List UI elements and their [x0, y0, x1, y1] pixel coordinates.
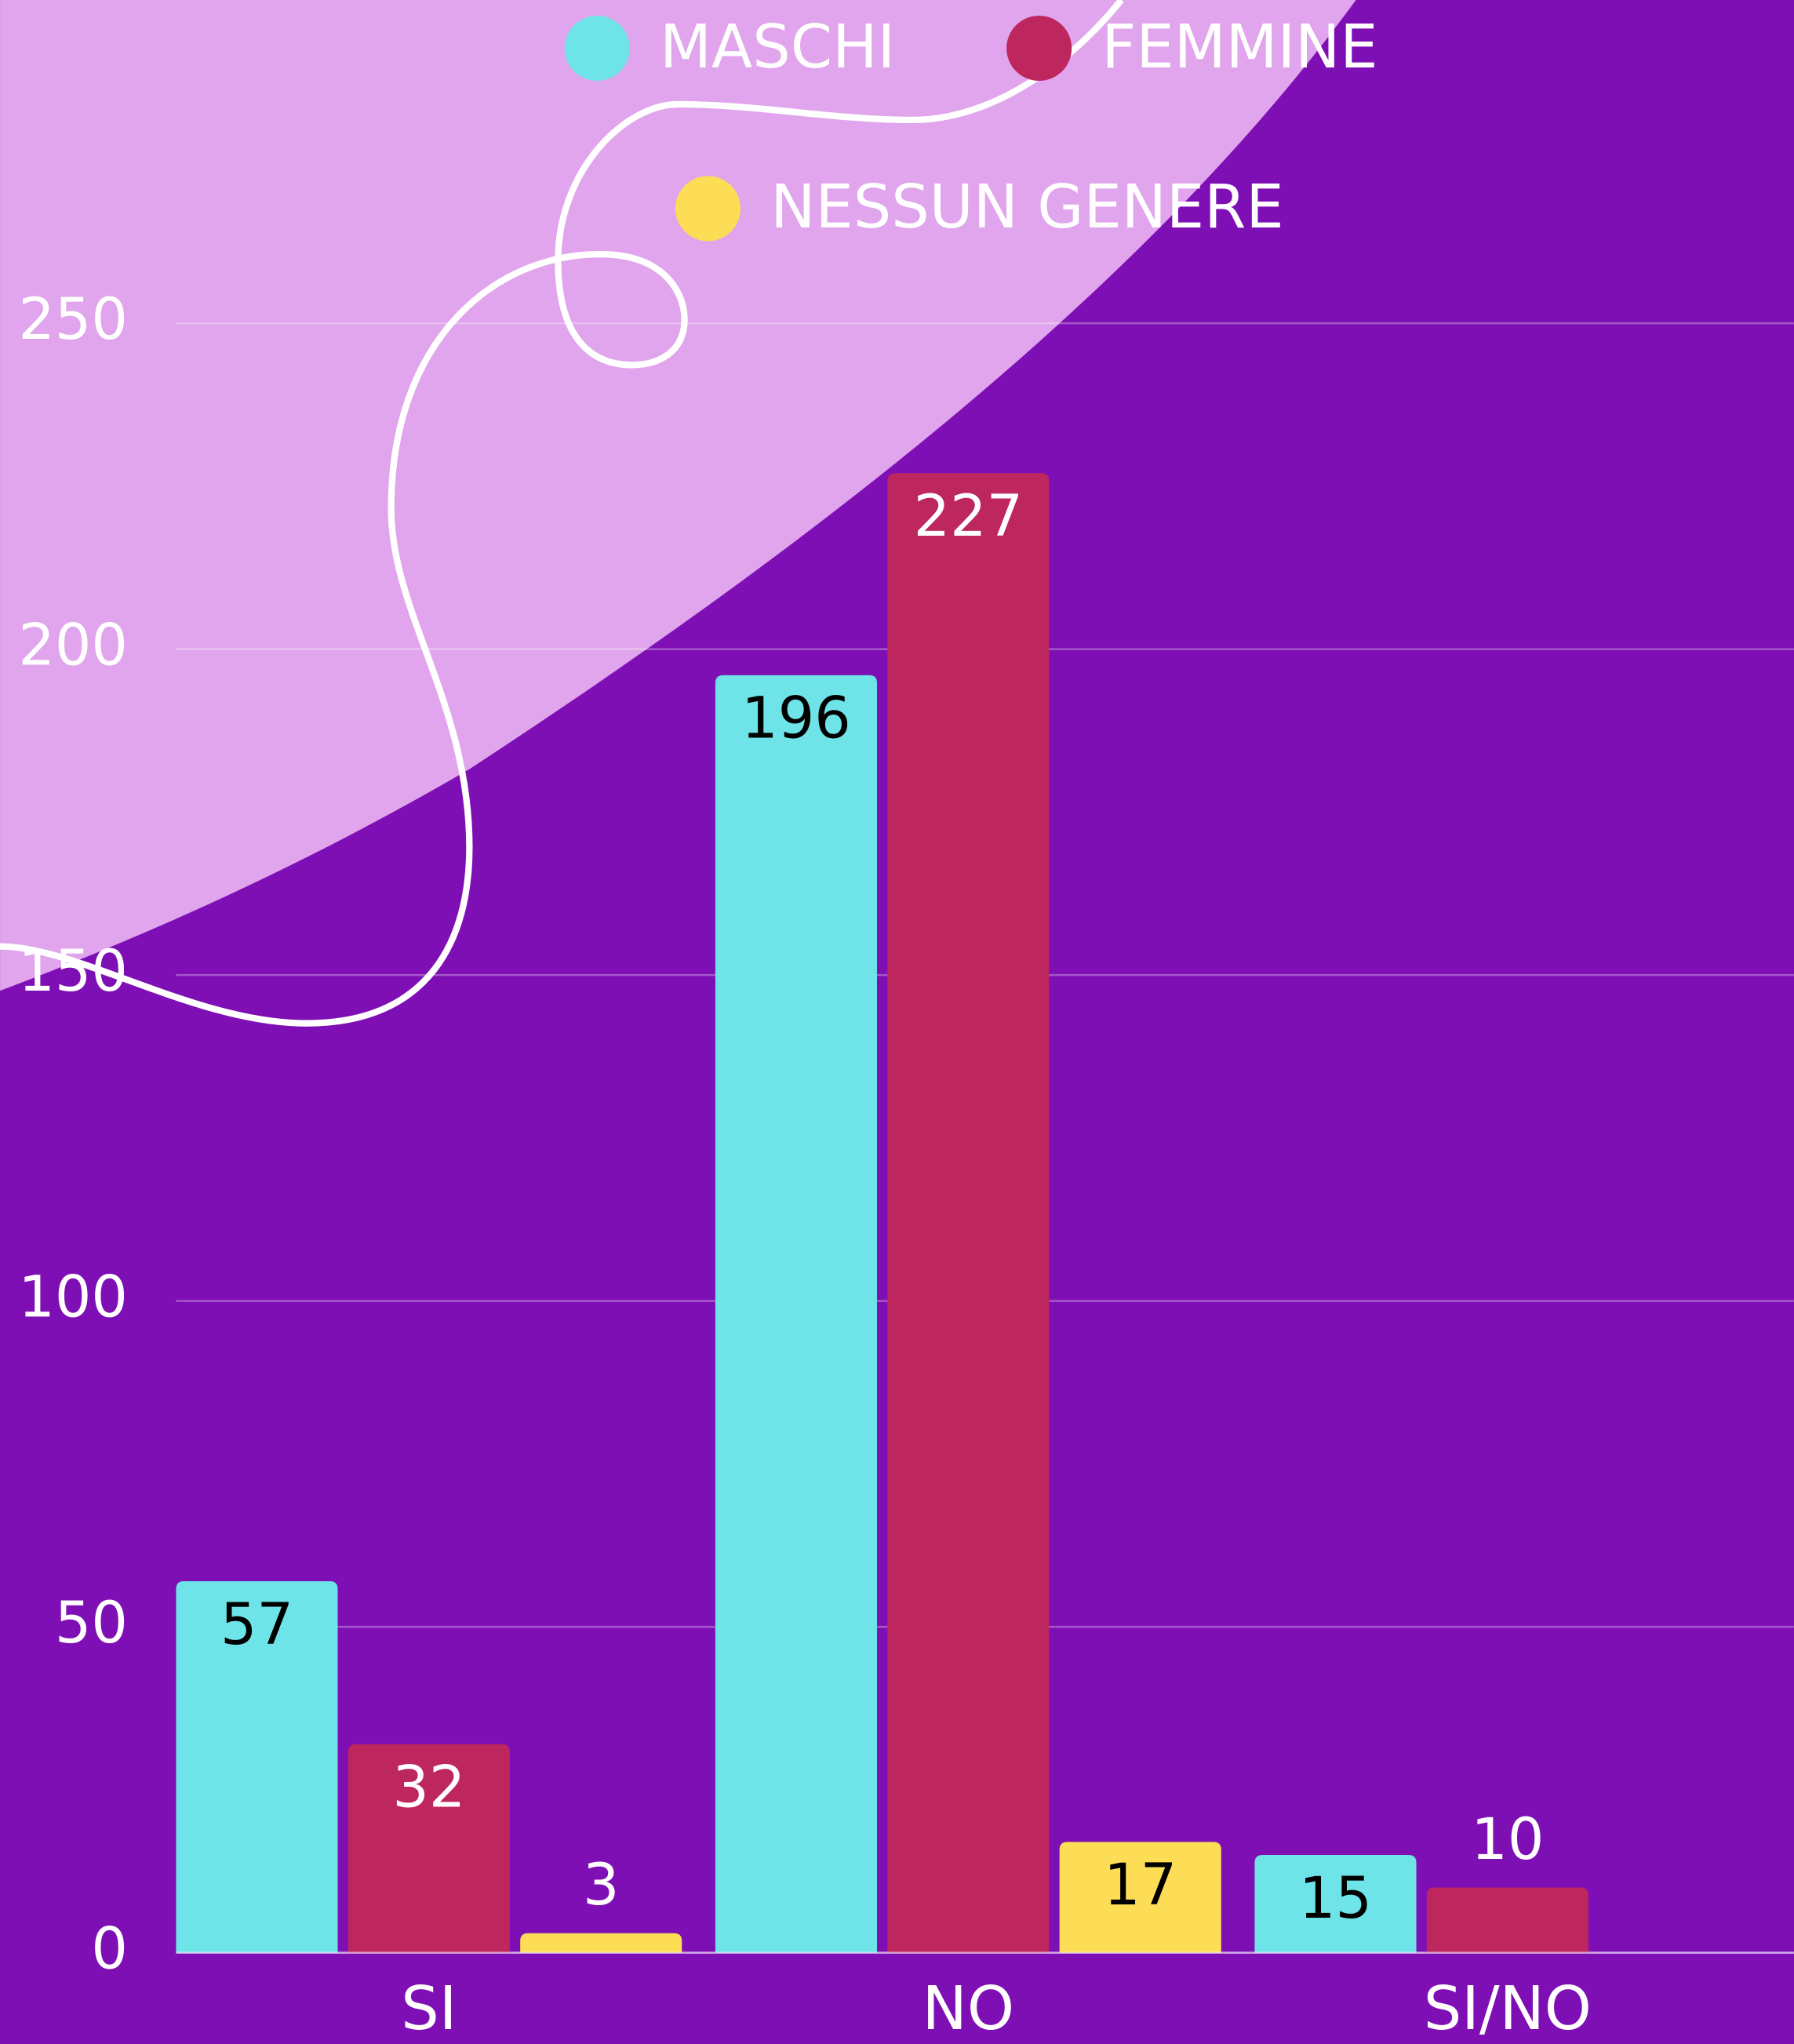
- x-tick-label: NO: [922, 1974, 1014, 2044]
- legend-label: FEMMINE: [1101, 13, 1377, 82]
- data-label: 3: [583, 1852, 620, 1919]
- background-blob: [0, 0, 1356, 991]
- bar: [1254, 1855, 1417, 1953]
- plot-area: 0 50 100 150 200 250 MASCHI FEMMINE NESSUN GENER…: [18, 13, 1794, 2044]
- bar: [1426, 1887, 1588, 1953]
- data-label: 227: [914, 483, 1024, 550]
- x-tick-label: SI/NO: [1424, 1974, 1592, 2044]
- bar: [520, 1933, 682, 1953]
- legend-label: MASCHI: [660, 13, 895, 82]
- bar: [1059, 1842, 1221, 1953]
- bar: [348, 1744, 510, 1953]
- data-label: 32: [392, 1755, 465, 1821]
- data-label: 15: [1299, 1865, 1372, 1932]
- data-label: 10: [1471, 1806, 1544, 1873]
- y-tick-label: 100: [18, 1264, 128, 1331]
- data-label: 57: [220, 1591, 293, 1658]
- y-tick-label: 50: [55, 1590, 128, 1657]
- y-tick-label: 200: [18, 613, 128, 679]
- decorative-squiggle: [0, 0, 1124, 1027]
- legend-swatch: [564, 15, 630, 82]
- y-tick-label: 0: [91, 1916, 128, 1983]
- data-label: 17: [1104, 1852, 1177, 1919]
- y-tick-label: 150: [18, 938, 128, 1005]
- data-label: 196: [741, 686, 851, 752]
- legend-swatch: [1006, 15, 1072, 82]
- bar: [176, 1580, 338, 1953]
- y-tick-label: 250: [18, 286, 128, 353]
- legend-swatch: [675, 176, 741, 242]
- x-tick-label: SI: [401, 1974, 457, 2044]
- bar: [715, 675, 878, 1953]
- bar: [887, 473, 1050, 1953]
- legend-label: NESSUN GENERE: [770, 173, 1283, 242]
